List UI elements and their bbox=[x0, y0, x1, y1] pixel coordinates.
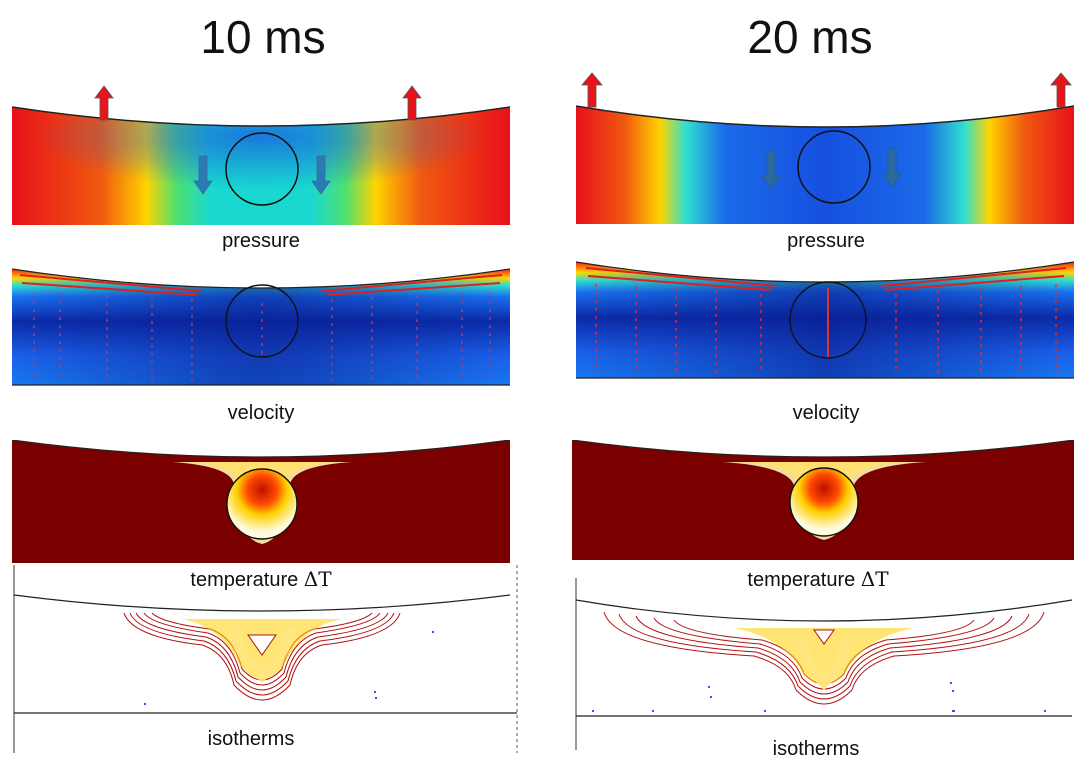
caption-isotherms-10ms: isotherms bbox=[207, 728, 295, 750]
caption-temperature-word: temperature bbox=[190, 569, 299, 591]
caption-temperature-20ms: temperature ΔT bbox=[668, 567, 968, 592]
isotherms-panel-20ms bbox=[574, 578, 1074, 750]
caption-velocity-20ms: velocity bbox=[792, 402, 860, 424]
caption-delta-t: ΔT bbox=[860, 567, 889, 591]
arrow-up-icon bbox=[1050, 72, 1072, 108]
caption-temperature-10ms: temperature ΔT bbox=[111, 567, 411, 592]
pressure-panel-20ms bbox=[576, 72, 1074, 224]
caption-delta-t: ΔT bbox=[303, 567, 332, 591]
arrow-down-icon bbox=[882, 148, 902, 188]
arrow-down-icon bbox=[311, 155, 331, 195]
caption-pressure-10ms: pressure bbox=[222, 230, 300, 252]
arrow-down-icon bbox=[761, 150, 781, 190]
pressure-panel-10ms bbox=[12, 85, 510, 225]
isotherms-panel-10ms bbox=[12, 565, 522, 755]
caption-temperature-word: temperature bbox=[747, 569, 856, 591]
velocity-panel-20ms bbox=[576, 258, 1074, 380]
arrow-up-icon bbox=[94, 85, 114, 121]
column-title-20ms: 20 ms bbox=[747, 11, 873, 63]
caption-pressure-20ms: pressure bbox=[787, 230, 865, 252]
arrow-down-icon bbox=[193, 155, 213, 195]
temperature-panel-20ms bbox=[572, 440, 1074, 560]
caption-isotherms-20ms: isotherms bbox=[772, 738, 860, 760]
arrow-up-icon bbox=[581, 72, 603, 108]
velocity-panel-10ms bbox=[12, 263, 510, 388]
arrow-up-icon bbox=[402, 85, 422, 121]
column-title-10ms: 10 ms bbox=[200, 11, 326, 63]
caption-velocity-10ms: velocity bbox=[227, 402, 295, 424]
temperature-panel-10ms bbox=[12, 440, 510, 563]
